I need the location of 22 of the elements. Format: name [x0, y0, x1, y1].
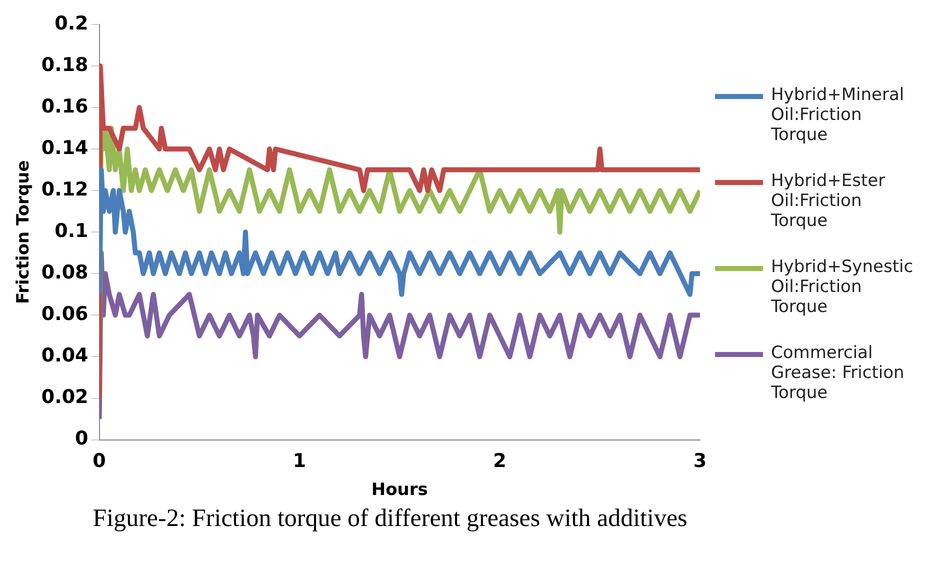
x-axis-title: Hours	[371, 480, 428, 500]
y-tick-label: 0	[75, 428, 88, 450]
y-tick-label: 0.12	[41, 178, 88, 200]
legend-label: Hybrid+Ester Oil:Friction Torque	[771, 171, 886, 231]
y-axis-title: Friction Torque	[14, 160, 34, 304]
x-tick-label: 1	[292, 450, 306, 472]
y-tick-label: 0.04	[41, 344, 88, 367]
x-tick-label: 0	[92, 450, 106, 472]
legend-label: Hybrid+Mineral Oil:Friction Torque	[771, 85, 906, 145]
y-tick-label: 0.08	[41, 262, 88, 284]
y-tick-label: 0.18	[41, 54, 88, 76]
y-tick-label: 0.06	[41, 303, 88, 326]
legend-label: Hybrid+Synestic Oil:Friction Torque	[771, 257, 914, 317]
x-tick-label: 3	[693, 450, 707, 472]
y-tick-label: 0.2	[54, 12, 88, 34]
y-tick-label: 0.16	[41, 95, 88, 118]
legend-label: Commercial Grease: Friction Torque	[771, 343, 906, 403]
y-tick-label: 0.02	[41, 386, 88, 408]
y-tick-label: 0.1	[54, 220, 88, 242]
y-tick-label: 0.14	[41, 136, 88, 159]
x-tick-label: 2	[493, 450, 506, 472]
text: Figure-2: Friction torque of different greases with additives	[92, 505, 688, 533]
